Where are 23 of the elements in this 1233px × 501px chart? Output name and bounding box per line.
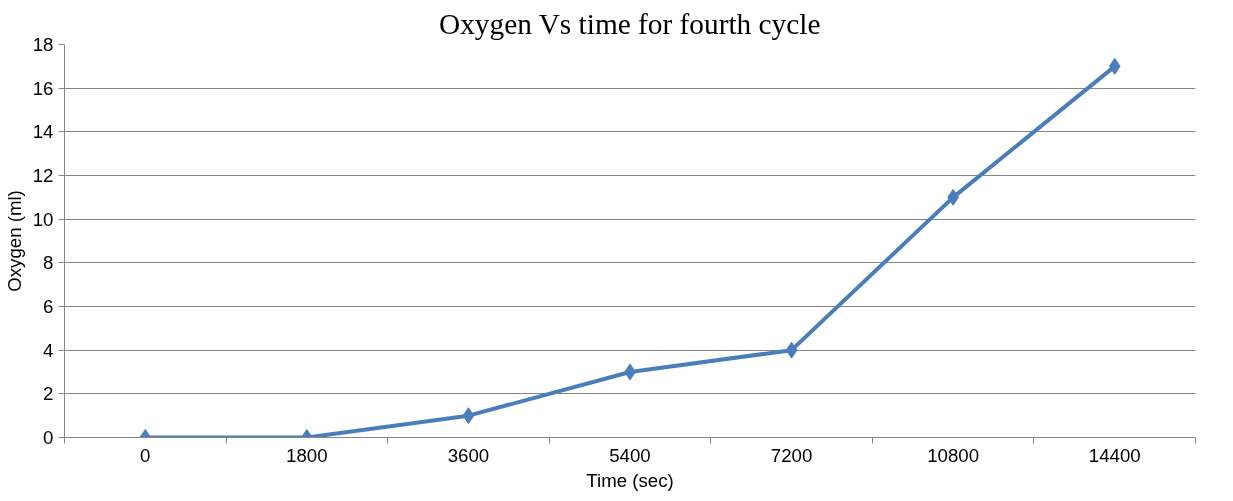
x-tick-label: 7200 xyxy=(770,444,813,466)
point xyxy=(1108,57,1121,75)
x-tick-label: 14400 xyxy=(1088,444,1141,466)
x-tick-label: 10800 xyxy=(927,444,980,466)
y-tick-label: 0 xyxy=(43,427,54,448)
point xyxy=(785,341,798,359)
y-tick-label: 10 xyxy=(32,208,54,230)
y-tick-label: 4 xyxy=(43,339,54,361)
x-tick-label: 5400 xyxy=(609,444,651,466)
y-tick-label: 6 xyxy=(43,296,54,317)
point xyxy=(462,407,475,425)
y-tick-label: 12 xyxy=(32,165,54,186)
y-tick-label: 2 xyxy=(43,383,54,405)
y-tick-label: 14 xyxy=(32,121,54,143)
y-axis-title: Oxygen (ml) xyxy=(3,190,25,292)
chart-title: Oxygen Vs time for fourth cycle xyxy=(439,7,821,40)
y-tick-label: 16 xyxy=(32,77,54,99)
x-tick-label: 3600 xyxy=(447,444,490,466)
x-tick-label: 0 xyxy=(140,444,151,466)
y-tick-label: 8 xyxy=(43,252,54,274)
x-tick-label: 1800 xyxy=(286,444,328,466)
x-axis-title: Time (sec) xyxy=(586,469,674,491)
y-tick-label: 18 xyxy=(32,34,54,55)
